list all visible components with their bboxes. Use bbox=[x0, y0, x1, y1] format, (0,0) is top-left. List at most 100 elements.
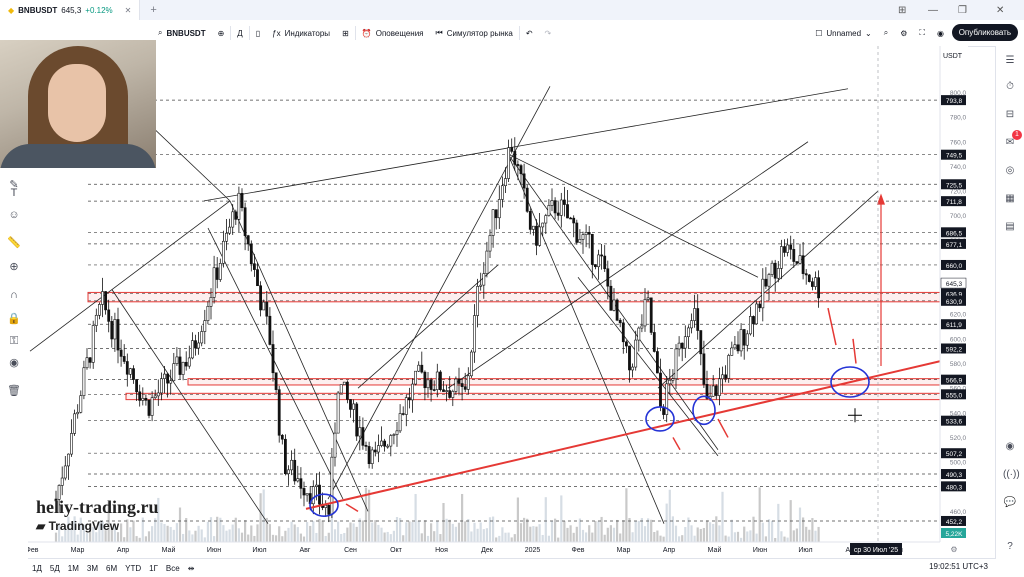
volume-bar bbox=[414, 493, 417, 542]
browser-tab[interactable]: ◆ BNBUSDT 645,3 +0.12% ✕ bbox=[0, 0, 141, 20]
candle-body bbox=[119, 349, 123, 357]
volume-bar bbox=[256, 524, 259, 542]
candle-body bbox=[342, 381, 346, 385]
ruler-icon[interactable]: 📏 bbox=[7, 237, 21, 249]
restore-icon[interactable]: ❐ bbox=[958, 4, 967, 16]
window-close-icon[interactable]: ✕ bbox=[996, 4, 1005, 16]
chart-type-button[interactable]: ▯ bbox=[250, 20, 266, 46]
candle-body bbox=[814, 277, 817, 287]
publish-button[interactable]: Опубликовать bbox=[951, 24, 1018, 41]
volume-bar bbox=[144, 536, 147, 542]
eye-icon[interactable]: ◉ bbox=[9, 357, 19, 369]
volume-bar bbox=[330, 502, 333, 542]
volume-bar bbox=[817, 526, 820, 542]
lock-icon[interactable]: ⚿ bbox=[9, 335, 19, 347]
layout-menu[interactable]: ☐ Unnamed ⌄ bbox=[809, 20, 878, 46]
indicators-button[interactable]: ƒx Индикаторы bbox=[266, 20, 336, 46]
binance-icon: ◆ bbox=[8, 5, 15, 15]
candle-body bbox=[717, 378, 721, 396]
candle-body bbox=[141, 397, 145, 401]
volume-bar bbox=[178, 507, 182, 542]
range-1m[interactable]: 1М bbox=[67, 563, 79, 573]
time-tick-label: Ноя bbox=[435, 547, 448, 554]
alerts-button[interactable]: ⏰ Оповещения bbox=[356, 20, 430, 46]
range-1y[interactable]: 1Г bbox=[149, 563, 158, 573]
grid-icon: ⊞ bbox=[342, 28, 349, 38]
screen-icon[interactable]: ⊞ bbox=[898, 4, 907, 16]
news-icon[interactable]: ▤ bbox=[1005, 221, 1015, 232]
zoom-in-icon[interactable]: ⊕ bbox=[9, 261, 19, 273]
lock-drawings-icon[interactable]: 🔒 bbox=[7, 313, 21, 325]
price-chart[interactable]: USDT460,0480,0500,0520,0540,0560,0580,06… bbox=[28, 46, 968, 558]
trendline bbox=[577, 277, 719, 457]
range-1d[interactable]: 1Д bbox=[32, 563, 42, 573]
settings-button[interactable]: ⚙ bbox=[894, 20, 913, 46]
camera-icon: ◉ bbox=[937, 28, 944, 38]
snapshot-button[interactable]: ◉ bbox=[931, 20, 950, 46]
candle-body bbox=[525, 187, 529, 212]
fullscreen-button[interactable]: ⛶ bbox=[913, 20, 931, 46]
range-ytd[interactable]: YTD bbox=[125, 563, 142, 573]
candle-body bbox=[88, 357, 92, 363]
candle-body bbox=[764, 278, 768, 287]
volume-bar bbox=[535, 526, 538, 542]
close-tab-icon[interactable]: ✕ bbox=[124, 5, 132, 15]
range-6m[interactable]: 6М bbox=[106, 563, 118, 573]
candle-body bbox=[593, 264, 597, 268]
candle-body bbox=[293, 459, 297, 482]
candle-body bbox=[373, 449, 377, 453]
candle-body bbox=[311, 486, 315, 505]
undo-button[interactable]: ↶ bbox=[520, 20, 539, 46]
ideas-icon[interactable]: ◎ bbox=[1005, 165, 1015, 176]
object-tree-icon[interactable]: ⊟ bbox=[1005, 109, 1015, 120]
replay-button[interactable]: ⏮ Симулятор рынка bbox=[430, 20, 519, 46]
candle-body bbox=[649, 297, 653, 333]
redo-button[interactable]: ↷ bbox=[539, 20, 558, 46]
volume-bar bbox=[749, 530, 752, 542]
layout-square-icon: ☐ bbox=[815, 28, 823, 38]
candle-body bbox=[73, 413, 77, 434]
volume-bar bbox=[259, 493, 262, 542]
range-5d[interactable]: 5Д bbox=[49, 563, 60, 573]
candle-body bbox=[488, 235, 492, 252]
volume-bar bbox=[73, 516, 76, 542]
price-label-box bbox=[941, 374, 966, 385]
alerts-clock-icon[interactable]: ⏱ bbox=[1006, 81, 1014, 92]
compare-button[interactable]: ⊕ bbox=[212, 20, 231, 46]
volume-bar bbox=[89, 523, 92, 542]
volume-bar bbox=[309, 525, 312, 542]
volume-bar bbox=[234, 517, 237, 542]
volume-bar bbox=[792, 530, 795, 542]
volume-bar bbox=[752, 516, 755, 542]
new-tab-icon[interactable]: + bbox=[150, 4, 157, 16]
interval-button[interactable]: Д bbox=[237, 28, 243, 38]
trash-icon[interactable]: 🗑 bbox=[7, 385, 21, 397]
templates-button[interactable]: ⊞ bbox=[336, 20, 355, 46]
help-icon[interactable]: ? bbox=[1007, 541, 1013, 552]
candle-body bbox=[212, 267, 216, 298]
signal-icon[interactable]: ((·)) bbox=[1003, 469, 1020, 480]
chat-icon[interactable]: ✉ bbox=[1005, 137, 1015, 148]
candle-body bbox=[414, 370, 418, 385]
magnet-icon[interactable]: ∩ bbox=[10, 289, 18, 301]
candle-body bbox=[274, 372, 278, 390]
brush-icon[interactable]: ✎ bbox=[9, 179, 19, 191]
candle-body bbox=[60, 477, 64, 486]
minimize-icon[interactable]: — bbox=[928, 4, 938, 16]
price-tick-label: 580,0 bbox=[950, 361, 967, 368]
range-all[interactable]: Все bbox=[165, 563, 180, 573]
date-range-icon[interactable]: ⇹ bbox=[187, 563, 195, 573]
calendar-icon[interactable]: ▦ bbox=[1005, 193, 1015, 204]
volume-bar bbox=[814, 530, 817, 542]
candle-body bbox=[817, 277, 821, 299]
watchlist-icon[interactable]: ☰ bbox=[1005, 55, 1015, 66]
text-tool-icon[interactable]: T bbox=[10, 187, 18, 199]
target-icon[interactable]: ◉ bbox=[1005, 441, 1015, 452]
emoji-icon[interactable]: ☺ bbox=[8, 209, 20, 221]
volume-bar bbox=[550, 520, 554, 542]
volume-bar bbox=[696, 527, 699, 542]
range-3m[interactable]: 3М bbox=[86, 563, 98, 573]
symbol-search-button[interactable]: ⌕ BNBUSDT bbox=[152, 20, 212, 46]
quick-search-button[interactable]: ⌕ bbox=[878, 20, 894, 46]
chat-bubble-icon[interactable]: 💬 bbox=[1003, 497, 1017, 508]
